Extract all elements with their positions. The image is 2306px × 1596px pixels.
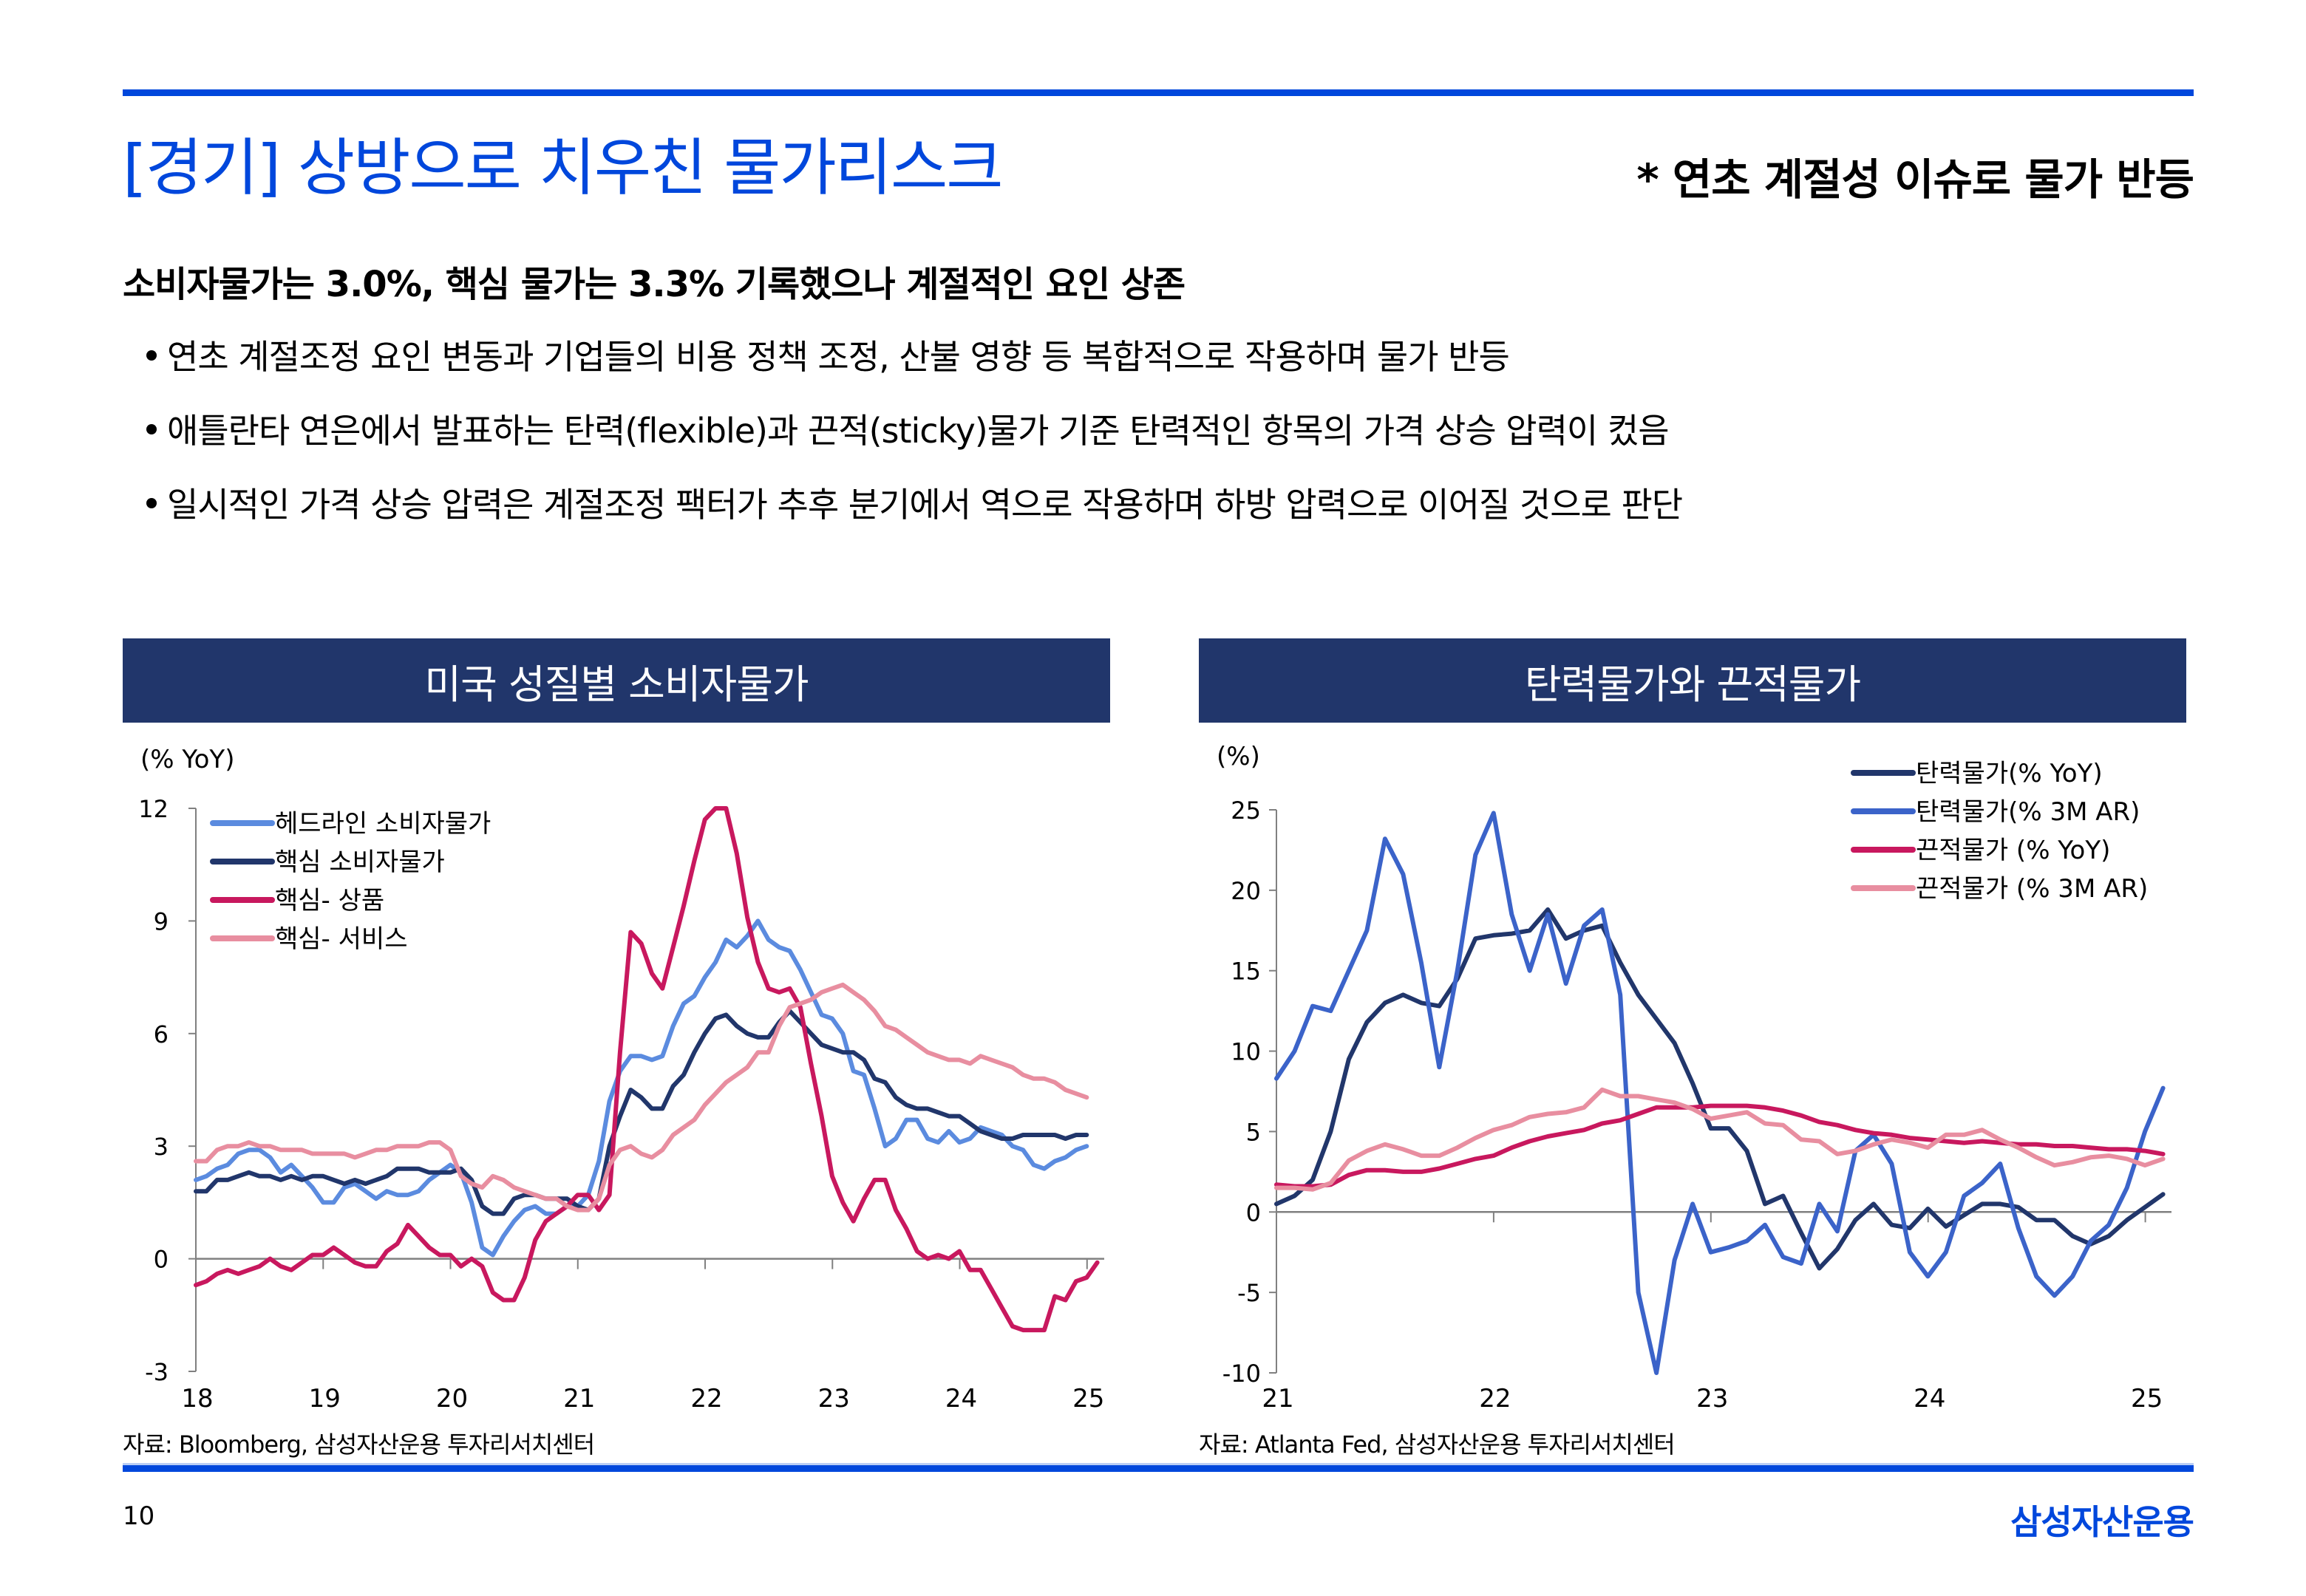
bullet-dot-icon (146, 497, 157, 508)
chart-2-title: 탄력물가와 끈적물가 (1199, 638, 2186, 723)
x-tick-label: 25 (1072, 1384, 1104, 1413)
bullet-dot-icon (146, 423, 157, 434)
y-tick-label: 5 (1246, 1118, 1261, 1146)
y-tick-label: 0 (1246, 1198, 1261, 1227)
x-tick-label: 24 (1914, 1384, 1945, 1413)
x-tick-label: 21 (1262, 1384, 1293, 1413)
bullet-text: 연초 계절조정 요인 변동과 기업들의 비용 정책 조정, 산불 영향 등 복합… (167, 337, 1510, 377)
bullet-dot-icon (146, 349, 157, 361)
chart-1-title: 미국 성질별 소비자물가 (123, 638, 1110, 723)
bullet-text: 애틀란타 연은에서 발표하는 탄력(flexible)과 끈적(sticky)물… (167, 411, 1670, 451)
bottom-accent-bar (123, 1463, 2194, 1472)
page-number: 10 (123, 1501, 155, 1531)
series-line-1 (1274, 907, 2166, 1271)
y-tick-label: 0 (154, 1246, 169, 1274)
series-line-2 (194, 1009, 1089, 1216)
y-tick-label: 10 (1231, 1038, 1261, 1066)
chart-2-source: 자료: Atlanta Fed, 삼성자산운용 투자리서치센터 (1199, 1430, 1676, 1459)
y-tick-label: 6 (154, 1020, 169, 1048)
series-line-4 (194, 982, 1089, 1213)
top-accent-bar (123, 89, 2194, 96)
x-tick-label: 25 (2131, 1384, 2163, 1413)
bullet-item: 연초 계절조정 요인 변동과 기업들의 비용 정책 조정, 산불 영향 등 복합… (146, 325, 1682, 399)
series-line-3 (194, 806, 1100, 1333)
legend-label-3: 끈적물가 (% YoY) (1916, 836, 2110, 865)
brand-logo: 삼성자산운용 (2010, 1502, 2194, 1542)
x-tick-label: 24 (945, 1384, 977, 1413)
legend-label-3: 핵심- 상품 (275, 886, 384, 915)
bullet-text: 일시적인 가격 상승 압력은 계절조정 팩터가 추후 분기에서 역으로 작용하며… (167, 485, 1683, 525)
chart-1-unit-label: (% YoY) (140, 745, 235, 774)
chart-2-unit-label: (%) (1217, 742, 1260, 771)
chart-1-source: 자료: Bloomberg, 삼성자산운용 투자리서치센터 (123, 1430, 595, 1459)
bullet-item: 애틀란타 연은에서 발표하는 탄력(flexible)과 끈적(sticky)물… (146, 399, 1682, 473)
series-line-4 (1274, 1087, 2166, 1192)
y-tick-label: 25 (1231, 797, 1261, 825)
header-note: * 연초 계절성 이슈로 물가 반등 (1636, 154, 2194, 205)
x-tick-label: 22 (690, 1384, 722, 1413)
x-tick-label: 19 (309, 1384, 341, 1413)
y-tick-label: 3 (154, 1133, 169, 1161)
legend-label-4: 핵심- 서비스 (275, 924, 407, 954)
series-line-2 (1274, 811, 2166, 1375)
x-tick-label: 20 (436, 1384, 468, 1413)
summary-bullets: 연초 계절조정 요인 변동과 기업들의 비용 정책 조정, 산불 영향 등 복합… (146, 325, 1683, 547)
legend-label-2: 탄력물가(% 3M AR) (1916, 797, 2140, 827)
legend-label-4: 끈적물가 (% 3M AR) (1916, 874, 2148, 904)
legend-label-1: 탄력물가(% YoY) (1916, 759, 2103, 788)
x-tick-label: 18 (181, 1384, 213, 1413)
legend-label-1: 헤드라인 소비자물가 (275, 809, 491, 839)
x-tick-label: 22 (1479, 1384, 1511, 1413)
y-tick-label: 15 (1231, 958, 1261, 986)
bullet-item: 일시적인 가격 상승 압력은 계절조정 팩터가 추후 분기에서 역으로 작용하며… (146, 473, 1683, 547)
y-tick-label: 20 (1231, 877, 1261, 905)
legend-label-2: 핵심 소비자물가 (275, 848, 445, 877)
series-line-1 (194, 918, 1089, 1258)
x-tick-label: 23 (818, 1384, 850, 1413)
y-tick-label: -3 (145, 1358, 169, 1386)
x-tick-label: 23 (1696, 1384, 1728, 1413)
page-title: [경기] 상방으로 치우친 물가리스크 (123, 132, 1004, 204)
y-tick-label: 9 (154, 907, 169, 935)
y-tick-label: -5 (1237, 1279, 1261, 1307)
summary-headline: 소비자물가는 3.0%, 핵심 물가는 3.3% 기록했으나 계절적인 요인 상… (123, 264, 1186, 305)
y-tick-label: 12 (138, 795, 169, 823)
x-tick-label: 21 (563, 1384, 595, 1413)
y-tick-label: -10 (1222, 1360, 1261, 1388)
